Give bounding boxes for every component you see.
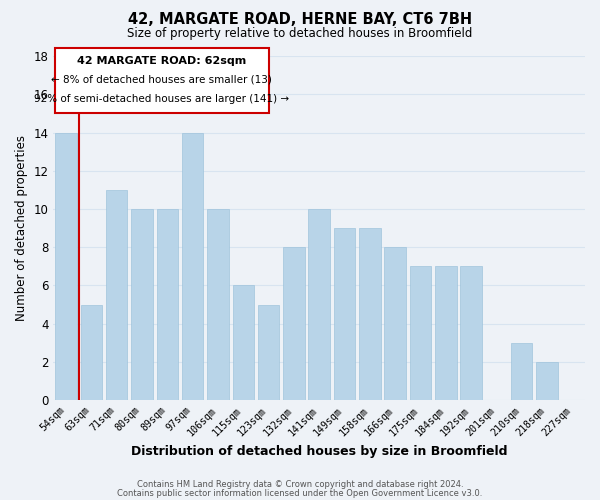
- X-axis label: Distribution of detached houses by size in Broomfield: Distribution of detached houses by size …: [131, 444, 508, 458]
- Text: 42 MARGATE ROAD: 62sqm: 42 MARGATE ROAD: 62sqm: [77, 56, 246, 66]
- Bar: [308, 209, 330, 400]
- Bar: [131, 209, 153, 400]
- Text: Contains public sector information licensed under the Open Government Licence v3: Contains public sector information licen…: [118, 488, 482, 498]
- Text: 92% of semi-detached houses are larger (141) →: 92% of semi-detached houses are larger (…: [34, 94, 289, 104]
- Bar: [80, 304, 102, 400]
- Bar: [435, 266, 457, 400]
- Text: 42, MARGATE ROAD, HERNE BAY, CT6 7BH: 42, MARGATE ROAD, HERNE BAY, CT6 7BH: [128, 12, 472, 28]
- Bar: [536, 362, 558, 400]
- Bar: [460, 266, 482, 400]
- FancyBboxPatch shape: [55, 48, 269, 114]
- Bar: [334, 228, 355, 400]
- Bar: [385, 247, 406, 400]
- Bar: [511, 343, 532, 400]
- Bar: [233, 286, 254, 400]
- Bar: [207, 209, 229, 400]
- Bar: [258, 304, 280, 400]
- Bar: [359, 228, 380, 400]
- Bar: [410, 266, 431, 400]
- Text: Contains HM Land Registry data © Crown copyright and database right 2024.: Contains HM Land Registry data © Crown c…: [137, 480, 463, 489]
- Text: ← 8% of detached houses are smaller (13): ← 8% of detached houses are smaller (13): [51, 74, 272, 85]
- Text: Size of property relative to detached houses in Broomfield: Size of property relative to detached ho…: [127, 28, 473, 40]
- Bar: [55, 132, 77, 400]
- Bar: [283, 247, 305, 400]
- Y-axis label: Number of detached properties: Number of detached properties: [15, 135, 28, 321]
- Bar: [157, 209, 178, 400]
- Bar: [182, 132, 203, 400]
- Bar: [106, 190, 127, 400]
